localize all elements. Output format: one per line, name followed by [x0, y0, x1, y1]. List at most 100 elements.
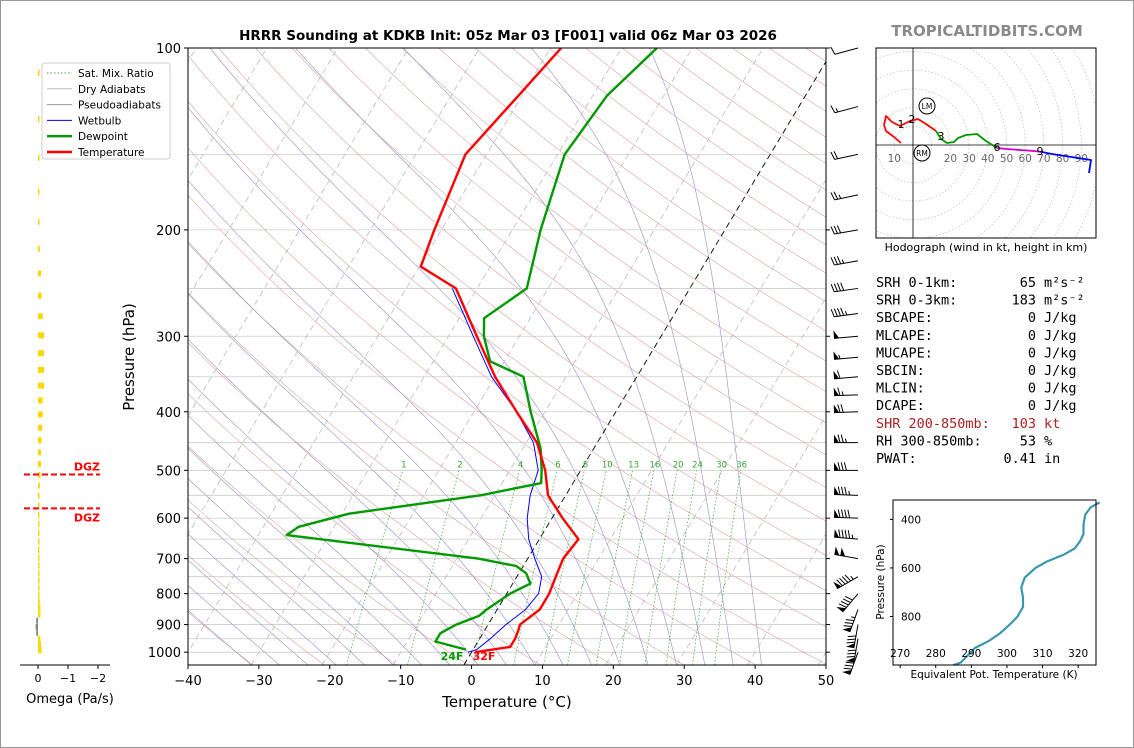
omega-bar — [38, 350, 44, 357]
barb-flag — [834, 546, 840, 556]
mixing-ratio-line — [346, 470, 404, 665]
barb-feather — [841, 576, 849, 583]
dry-adiabat — [188, 54, 826, 556]
dry-adiabat — [188, 292, 685, 665]
pseudoadiabat — [188, 447, 422, 665]
omega-bar — [36, 617, 38, 624]
stat-label: MLCIN: — [876, 381, 925, 397]
sounding-stats: SRH 0-1km: 65 m²s⁻² SRH 0-3km: 183 m²s⁻² SBCAP… — [876, 275, 1085, 467]
skewt-y-axis-label: Pressure (hPa) — [120, 303, 138, 411]
dry-adiabat — [188, 445, 469, 665]
barb-feather — [844, 574, 852, 582]
barb-feather — [844, 664, 853, 667]
pseudoadiabat — [531, 48, 734, 665]
dry-adiabat — [218, 48, 826, 522]
omega-bar — [38, 449, 41, 456]
surface-temperature-label: 32F — [473, 650, 496, 663]
omega-bar — [38, 460, 41, 467]
barb-staff — [834, 260, 859, 266]
theta-e-y-tick-label: 800 — [901, 611, 921, 623]
barb-feather — [847, 530, 851, 539]
hodograph-height-label: 9 — [1037, 145, 1044, 158]
hodograph-trace — [935, 130, 998, 149]
skewt-y-tick-label: 900 — [156, 619, 181, 634]
barb-half-feather — [850, 575, 854, 580]
omega-bar — [38, 562, 40, 569]
dry-adiabat — [188, 147, 826, 628]
storm-motion-marker — [913, 144, 931, 162]
temperature-line — [419, 48, 580, 654]
dry-adiabat — [255, 48, 826, 488]
omega-bar — [38, 313, 43, 320]
barb-flag — [834, 529, 840, 538]
barb-feather — [844, 596, 853, 601]
stat-value: 0.41 — [1003, 451, 1036, 467]
barb-flag — [833, 404, 840, 413]
barb-half-feather — [851, 534, 854, 539]
mixing-ratio-line — [595, 470, 633, 665]
omega-bar — [38, 424, 43, 431]
pseudoadiabat — [295, 48, 677, 665]
skewt-x-tick-label: −30 — [245, 674, 272, 689]
hodograph-height-label: 6 — [994, 141, 1001, 154]
skewt-y-tick-label: 300 — [156, 330, 181, 345]
mixing-ratio-line — [513, 470, 558, 665]
barb-feather — [844, 622, 853, 624]
barb-feather — [833, 308, 838, 317]
barb-flag — [834, 486, 840, 495]
barb-half-feather — [844, 310, 848, 316]
barb-feather — [836, 579, 843, 587]
barb-feather — [830, 105, 836, 114]
omega-bar — [38, 411, 43, 418]
omega-panel: 0 −1 −2 Omega (Pa/s) DGZ DGZ — [20, 70, 114, 707]
barb-feather — [830, 226, 835, 235]
storm-motion-label: RM — [916, 149, 928, 158]
omega-x-axis-label: Omega (Pa/s) — [26, 692, 114, 707]
dry-adiabat — [188, 342, 613, 665]
mixing-ratio-line — [407, 470, 460, 665]
pseudoadiabat — [188, 293, 536, 665]
dry-adiabat — [188, 554, 325, 665]
mixing-ratio-line — [543, 470, 585, 665]
skewt-x-tick-label: −20 — [316, 674, 343, 689]
stat-label: SHR 200-850mb: — [876, 416, 990, 432]
dry-adiabat — [291, 48, 826, 456]
barb-half-feather — [844, 438, 847, 443]
hodograph-ring-label: 10 — [888, 153, 901, 165]
stat-value: 0 — [1028, 363, 1036, 379]
skewt-y-tick-label: 500 — [156, 464, 181, 479]
hodograph-frame — [875, 47, 1097, 239]
mixing-ratio-labels: 1 2 4 6 8 10 13 16 20 24 30 36 — [401, 460, 747, 470]
skewt-x-tick-label: −40 — [174, 674, 201, 689]
barb-feather — [830, 46, 836, 55]
mixing-ratio-label: 8 — [583, 460, 588, 470]
omega-bar — [38, 530, 40, 537]
mixing-ratio-line — [567, 470, 607, 665]
barb-flag — [834, 434, 839, 443]
barb-feather — [838, 529, 841, 538]
mixing-ratio-label: 1 — [401, 460, 406, 470]
skewt-x-axis-label: Temperature (°C) — [441, 693, 571, 711]
omega-bar — [38, 366, 44, 373]
hodograph-ring-label: 20 — [944, 153, 957, 165]
hodograph-caption: Hodograph (wind in kt, height in km) — [885, 241, 1088, 254]
omega-bar — [35, 623, 38, 630]
theta-e-x-tick-label: 300 — [997, 648, 1017, 660]
barb-feather — [833, 283, 838, 292]
barb-feather — [847, 635, 857, 638]
dry-adiabat — [475, 48, 826, 303]
omega-bar — [38, 635, 41, 642]
barb-feather — [843, 667, 852, 670]
barb-flag — [842, 627, 852, 633]
barb-feather — [838, 603, 847, 608]
skewt-profiles — [285, 48, 658, 654]
omega-x-tick-label: −1 — [60, 672, 76, 685]
mixing-ratio-label: 20 — [673, 460, 684, 470]
omega-bar — [38, 270, 41, 277]
barb-flag — [833, 387, 840, 396]
omega-bar — [38, 570, 40, 577]
stat-label: RH 300-850mb: — [876, 433, 982, 449]
skewt-x-tick-label: 0 — [467, 674, 475, 689]
pseudoadiabat — [188, 179, 592, 665]
